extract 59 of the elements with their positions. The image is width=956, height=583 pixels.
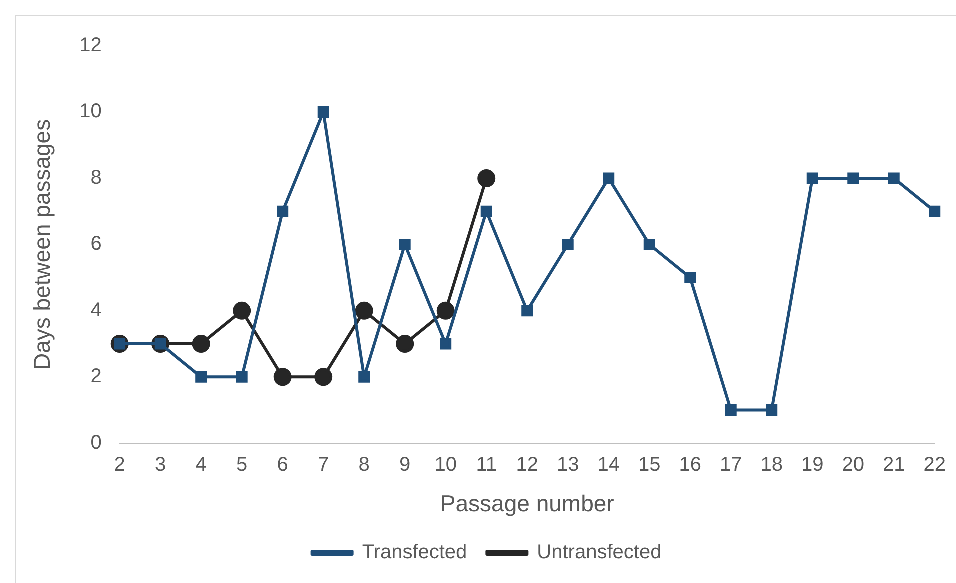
point — [522, 305, 534, 317]
point — [480, 206, 492, 218]
x-tick-label: 17 — [720, 454, 742, 476]
x-tick-label: 9 — [400, 454, 411, 476]
point — [399, 238, 411, 250]
y-tick-label: 12 — [80, 34, 102, 57]
x-tick-label: 12 — [516, 454, 538, 476]
y-tick-label: 6 — [90, 233, 102, 256]
x-tick-label: 13 — [556, 454, 580, 476]
point — [562, 238, 574, 250]
y-tick-label: 8 — [90, 166, 102, 189]
point — [766, 404, 778, 416]
y-tick-label: 2 — [90, 366, 102, 388]
point — [277, 206, 289, 218]
x-tick-label: 19 — [801, 454, 824, 476]
x-tick-label: 20 — [842, 454, 864, 476]
point — [436, 302, 455, 320]
x-tick-label: 18 — [760, 454, 783, 476]
x-tick-label: 10 — [434, 454, 457, 476]
point — [236, 371, 248, 383]
x-tick-label: 11 — [476, 454, 497, 476]
point — [318, 106, 330, 118]
y-axis-title: Days between passages — [29, 119, 56, 370]
x-tick-label: 4 — [196, 454, 207, 476]
point — [196, 371, 208, 383]
x-tick-label: 16 — [679, 454, 702, 476]
y-tick-label: 10 — [80, 100, 102, 123]
x-tick-label: 15 — [638, 454, 661, 476]
x-tick-label: 7 — [318, 454, 330, 476]
y-tick-label: 4 — [90, 299, 102, 322]
x-tick-label: 14 — [598, 454, 620, 476]
point — [478, 169, 496, 188]
point — [929, 206, 941, 218]
x-axis-title: Passage number — [440, 490, 615, 517]
legend-label: Untransfected — [537, 542, 662, 564]
x-tick-label: 6 — [277, 454, 288, 476]
x-tick-label: 8 — [358, 454, 370, 476]
legend-label: Transfected — [362, 542, 468, 564]
x-tick-label: 5 — [236, 454, 248, 476]
x-tick-label: 3 — [155, 454, 166, 476]
point — [274, 368, 292, 386]
point — [848, 172, 860, 184]
point — [725, 404, 737, 416]
y-tick-label: 0 — [90, 432, 102, 454]
x-tick-label: 21 — [883, 454, 906, 476]
point — [233, 302, 252, 320]
point — [440, 338, 452, 350]
point — [396, 335, 414, 354]
point — [806, 172, 818, 184]
point — [314, 368, 333, 386]
point — [603, 172, 615, 184]
point — [192, 335, 210, 354]
point — [684, 272, 696, 284]
x-tick-label: 2 — [114, 454, 126, 476]
x-tick-label: 22 — [924, 454, 946, 476]
point — [355, 302, 374, 320]
point — [358, 371, 370, 383]
point — [888, 172, 900, 184]
point — [644, 238, 656, 250]
